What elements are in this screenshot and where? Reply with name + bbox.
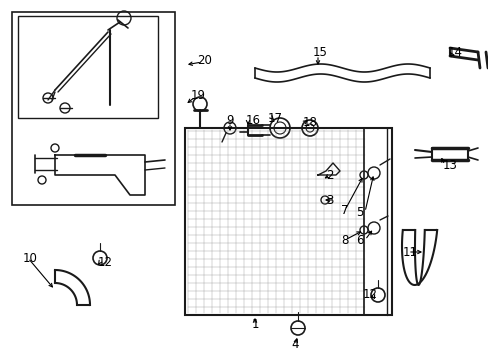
Text: 11: 11 [402, 246, 417, 258]
Text: 1: 1 [251, 319, 258, 332]
Text: 10: 10 [22, 252, 38, 265]
Text: 20: 20 [197, 54, 212, 67]
Text: 5: 5 [356, 206, 363, 219]
Text: 4: 4 [291, 338, 298, 351]
Text: 13: 13 [442, 158, 456, 171]
Text: 18: 18 [302, 116, 317, 129]
Text: 17: 17 [267, 112, 282, 125]
Text: 3: 3 [325, 194, 333, 207]
Text: 12: 12 [362, 288, 377, 302]
Text: 9: 9 [226, 113, 233, 126]
Bar [18, 16, 158, 118]
Text: 6: 6 [356, 234, 363, 247]
Text: 15: 15 [312, 45, 327, 59]
Text: 16: 16 [245, 113, 260, 126]
Text: 12: 12 [97, 256, 112, 269]
Text: 7: 7 [341, 203, 348, 216]
Text: 14: 14 [447, 45, 462, 59]
Bar [12, 12, 175, 205]
Text: 19: 19 [190, 89, 205, 102]
Bar [184, 128, 391, 315]
Text: 8: 8 [341, 234, 348, 247]
Text: 2: 2 [325, 168, 333, 181]
